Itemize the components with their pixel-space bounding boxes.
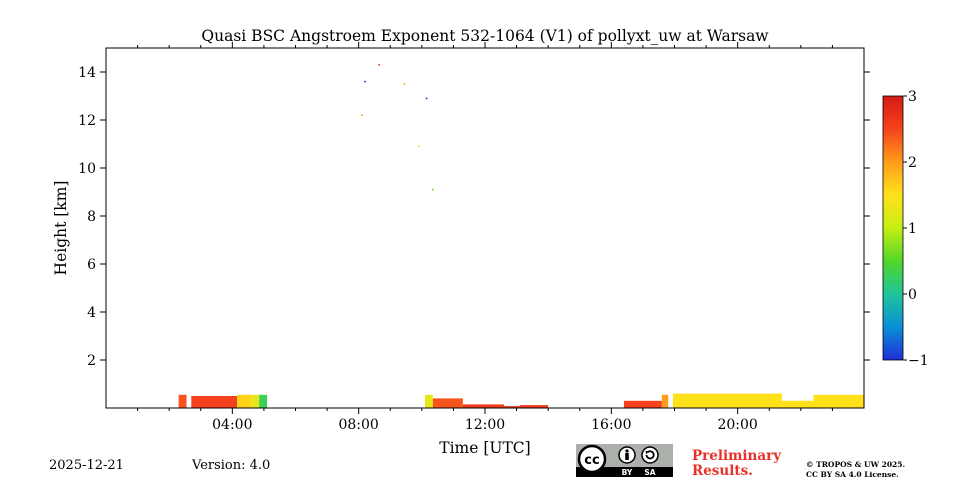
y-tick-label-1: 4: [87, 305, 96, 321]
x-tick-label-3: 16:00: [591, 417, 631, 433]
data-point-1: [378, 64, 380, 66]
data-region-6: [432, 398, 463, 408]
preliminary-line-2: Results.: [692, 463, 753, 479]
version-label: Version: 4.0: [192, 458, 271, 473]
data-region-9: [519, 405, 549, 408]
cc-license-badge: cc BY SA: [576, 444, 673, 477]
data-region-8: [503, 406, 520, 408]
data-region-13: [781, 400, 814, 408]
by-person-body: [625, 453, 629, 460]
colorbar-tick-label-3: 0: [908, 287, 917, 303]
y-tick-label-2: 6: [87, 257, 96, 273]
data-region-1: [191, 396, 238, 408]
data-point-6: [361, 114, 363, 116]
data-point-3: [425, 97, 428, 100]
colorbar-tick-label-0: 3: [908, 89, 917, 105]
x-tick-label-2: 12:00: [465, 417, 505, 433]
y-tick-label-0: 2: [87, 353, 96, 369]
data-point-4: [417, 145, 420, 148]
data-region-14: [813, 394, 864, 408]
x-axis-label: Time [UTC]: [439, 439, 530, 457]
plot-area: [178, 64, 864, 408]
data-region-4: [259, 394, 268, 408]
y-tick-label-5: 12: [78, 113, 96, 129]
y-tick-label-3: 8: [87, 209, 96, 225]
preliminary-line-1: Preliminary: [692, 448, 782, 464]
sa-label: SA: [644, 468, 655, 477]
preliminary-notice: Preliminary Results.: [692, 449, 781, 479]
data-point-2: [403, 83, 406, 85]
y-tick-label-6: 14: [78, 65, 96, 81]
copyright-line-2: CC BY SA 4.0 License.: [806, 470, 899, 479]
x-tick-label-4: 20:00: [717, 417, 757, 433]
x-tick-label-0: 04:00: [212, 417, 252, 433]
data-point-5: [432, 188, 434, 191]
data-region-10: [623, 400, 662, 408]
y-axis-label: Height [km]: [52, 181, 70, 276]
data-region-0: [178, 394, 187, 408]
copyright-notice: © TROPOS & UW 2025. CC BY SA 4.0 License…: [806, 460, 905, 480]
sa-icon: [641, 446, 659, 464]
colorbar-tick-label-4: −1: [908, 353, 929, 369]
colorbar-tick-label-2: 1: [908, 221, 917, 237]
x-tick-label-1: 08:00: [338, 417, 378, 433]
data-region-12: [672, 393, 782, 408]
colorbar: 3 2 1 0 −1: [882, 89, 929, 369]
data-region-11: [661, 394, 669, 408]
cc-icon: [577, 444, 607, 474]
data-region-5: [424, 394, 433, 408]
data-point-0: [364, 80, 366, 83]
date-label: 2025-12-21: [49, 458, 124, 473]
sa-arrow: [645, 450, 655, 460]
data-region-7: [462, 404, 504, 408]
by-label: BY: [622, 468, 633, 477]
by-person-head: [625, 449, 629, 453]
colorbar-gradient: [882, 95, 904, 361]
sa-arrowhead: [645, 450, 649, 455]
copyright-line-1: © TROPOS & UW 2025.: [806, 460, 906, 469]
chart-title: Quasi BSC Angstroem Exponent 532-1064 (V…: [201, 27, 769, 45]
data-region-2: [237, 394, 252, 408]
cc-icon-label: cc: [584, 453, 599, 468]
plot-frame: [105, 47, 865, 409]
axes: 04:00 08:00 12:00 16:00 20:00 2 4 6 8 10 12 14: [78, 42, 870, 433]
colorbar-tick-label-1: 2: [908, 155, 917, 171]
y-tick-label-4: 10: [78, 161, 96, 177]
data-region-3: [251, 394, 260, 408]
